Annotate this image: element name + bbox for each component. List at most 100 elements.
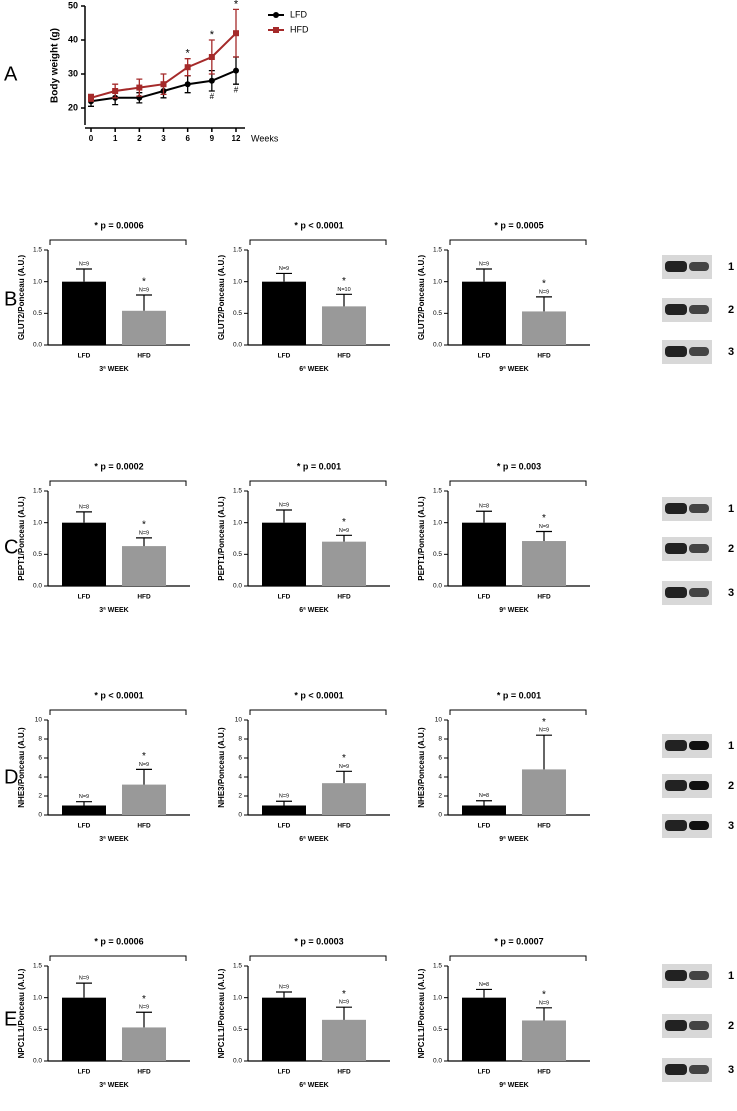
blot-lane-label: 2 xyxy=(728,304,734,316)
y-axis-label: GLUT2/Ponceau (A.U.) xyxy=(417,254,426,340)
x-tick-label: LFD xyxy=(478,1069,491,1076)
significance-mark: * xyxy=(342,989,346,1000)
error-bar xyxy=(276,272,292,282)
significance-bracket xyxy=(49,709,187,715)
y-tick-label: 1.0 xyxy=(33,994,42,1001)
n-label: N=9 xyxy=(279,794,289,800)
significance-bracket xyxy=(449,480,587,486)
error-bar xyxy=(276,509,292,523)
significance-bracket xyxy=(49,955,187,961)
y-tick-label: 30 xyxy=(68,68,78,78)
significance-mark: * xyxy=(234,0,239,10)
blot-band xyxy=(665,1064,687,1075)
y-tick-label: 8 xyxy=(38,736,42,743)
n-label: N=9 xyxy=(479,261,489,267)
n-label: N=9 xyxy=(339,1000,349,1006)
y-axis-label: Body weight (g) xyxy=(50,28,61,103)
error-bar xyxy=(536,734,552,770)
chart-title: * p = 0.003 xyxy=(497,461,541,471)
significance-mark: * xyxy=(542,513,546,524)
panel-letter: A xyxy=(4,63,18,85)
x-tick-label: HFD xyxy=(537,1069,551,1076)
panel-letter: E xyxy=(4,1008,17,1030)
y-tick-label: 6 xyxy=(438,755,442,762)
error-bar xyxy=(476,268,492,282)
y-tick-label: 0.0 xyxy=(233,342,242,349)
legend-label: HFD xyxy=(290,24,309,34)
n-label: N=9 xyxy=(139,530,149,536)
y-tick-label: 0.0 xyxy=(233,583,242,590)
chart-title: * p = 0.0003 xyxy=(294,936,343,946)
bar xyxy=(122,784,166,815)
x-tick-label: 3 xyxy=(161,134,166,143)
x-tick-label: HFD xyxy=(137,594,151,601)
y-tick-label: 2 xyxy=(238,793,242,800)
significance-bracket xyxy=(449,239,587,245)
blot-lane-label: 2 xyxy=(728,1020,734,1032)
bar xyxy=(522,1020,566,1061)
chart-title: * p = 0.0005 xyxy=(494,220,543,230)
blot-band xyxy=(665,1020,687,1031)
error-bar xyxy=(76,801,92,806)
significance-mark: * xyxy=(142,751,146,762)
y-tick-label: 1.5 xyxy=(33,963,42,970)
blot-band xyxy=(689,262,709,271)
data-point xyxy=(184,81,191,88)
bar xyxy=(522,311,566,345)
y-tick-label: 0.0 xyxy=(433,1058,442,1065)
y-tick-label: 8 xyxy=(438,736,442,743)
y-tick-label: 0 xyxy=(38,812,42,819)
data-point xyxy=(88,94,94,101)
bar xyxy=(322,783,366,815)
panel-letter: B xyxy=(4,288,17,310)
y-tick-label: 0 xyxy=(438,812,442,819)
n-label: N=9 xyxy=(139,287,149,293)
chart-title: * p = 0.001 xyxy=(497,690,541,700)
x-axis-label: 6ª WEEK xyxy=(299,607,328,614)
y-axis-label: NHE3/Ponceau (A.U.) xyxy=(217,727,226,808)
blot-lane-label: 1 xyxy=(728,740,734,752)
blot-band xyxy=(665,740,687,751)
n-label: N=8 xyxy=(479,793,489,799)
y-tick-label: 0.5 xyxy=(33,1026,42,1033)
y-axis-label: PEPT1/Ponceau (A.U.) xyxy=(417,496,426,581)
x-axis-label: 9ª WEEK xyxy=(499,1082,528,1089)
bar xyxy=(262,522,306,586)
y-tick-label: 6 xyxy=(238,755,242,762)
n-label: N=8 xyxy=(79,504,89,510)
y-axis-label: PEPT1/Ponceau (A.U.) xyxy=(17,496,26,581)
n-label: N=9 xyxy=(279,266,289,272)
y-tick-label: 0.5 xyxy=(33,551,42,558)
y-tick-label: 1.5 xyxy=(33,247,42,254)
y-tick-label: 1.0 xyxy=(433,994,442,1001)
y-tick-label: 0.5 xyxy=(433,1026,442,1033)
bar xyxy=(62,281,106,345)
y-tick-label: 0.5 xyxy=(433,551,442,558)
x-tick-label: HFD xyxy=(537,594,551,601)
y-axis-label: NHE3/Ponceau (A.U.) xyxy=(417,727,426,808)
legend-marker xyxy=(273,27,279,33)
x-axis-label: 9ª WEEK xyxy=(499,836,528,843)
bar xyxy=(262,997,306,1061)
data-point xyxy=(233,67,239,74)
blot-band xyxy=(665,820,687,831)
y-tick-label: 40 xyxy=(68,34,78,44)
bar xyxy=(522,541,566,586)
significance-mark: * xyxy=(342,753,346,764)
chart-title: * p = 0.0002 xyxy=(94,461,143,471)
significance-bracket xyxy=(249,239,387,245)
error-bar xyxy=(536,530,552,542)
x-axis-label: Weeks xyxy=(251,133,279,143)
data-point xyxy=(208,54,215,60)
x-tick-label: 2 xyxy=(137,134,142,143)
significance-bracket xyxy=(249,709,387,715)
x-tick-label: LFD xyxy=(78,353,91,360)
blot-lane-label: 3 xyxy=(728,820,734,832)
significance-bracket xyxy=(449,955,587,961)
bar xyxy=(262,805,306,815)
data-point xyxy=(136,84,143,91)
bar xyxy=(62,522,106,586)
significance-mark: * xyxy=(186,48,191,60)
x-tick-label: 9 xyxy=(210,134,215,143)
y-tick-label: 4 xyxy=(38,774,42,781)
